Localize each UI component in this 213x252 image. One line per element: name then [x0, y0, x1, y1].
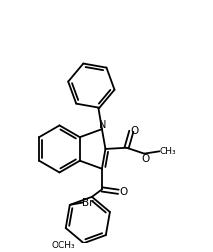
- Text: O: O: [141, 154, 150, 164]
- Text: O: O: [131, 126, 139, 136]
- Text: O: O: [119, 187, 128, 197]
- Text: OCH₃: OCH₃: [52, 241, 76, 250]
- Text: CH₃: CH₃: [160, 147, 176, 156]
- Text: N: N: [99, 120, 107, 130]
- Text: Br: Br: [82, 198, 94, 208]
